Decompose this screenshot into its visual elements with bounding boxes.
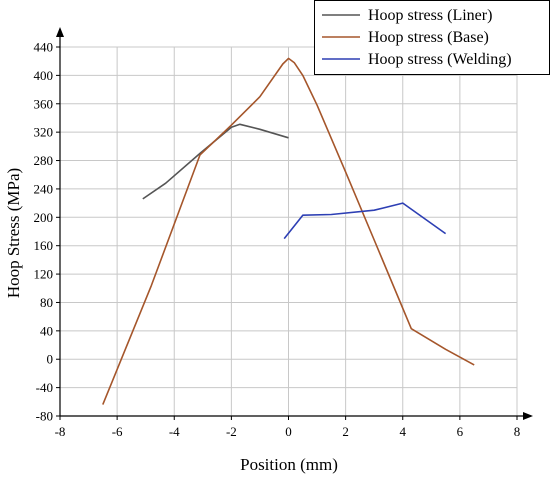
legend: Hoop stress (Liner) Hoop stress (Base) Hoo… <box>314 0 550 75</box>
y-axis-title: Hoop Stress (MPa) <box>4 168 23 298</box>
legend-label: Hoop stress (Liner) <box>368 7 492 24</box>
grid-lines <box>60 46 518 416</box>
x-tick-label: -6 <box>112 424 123 439</box>
x-axis-title: Position (mm) <box>240 455 338 474</box>
y-tick-label: 200 <box>34 210 54 225</box>
x-tick-label: -4 <box>169 424 180 439</box>
data-series <box>102 57 475 405</box>
series-line <box>102 57 475 405</box>
y-tick-label: 40 <box>40 323 53 338</box>
y-tick-label: -80 <box>36 409 53 424</box>
x-tick-label: 8 <box>514 424 521 439</box>
y-tick-labels: -80 -40 0 40 80 120 160 200 240 280 320 360 400 440 <box>34 40 54 424</box>
x-tick-label: 6 <box>457 424 464 439</box>
x-tick-label: 2 <box>342 424 349 439</box>
y-tick-label: 360 <box>34 96 54 111</box>
y-tick-label: 280 <box>34 153 54 168</box>
axes <box>56 27 533 420</box>
y-axis-arrow <box>56 27 64 37</box>
y-tick-label: 320 <box>34 125 54 140</box>
series-line <box>142 123 289 200</box>
y-tick-label: 440 <box>34 40 54 55</box>
y-tick-label: 80 <box>40 295 53 310</box>
x-tick-label: -8 <box>55 424 66 439</box>
y-tick-label: 0 <box>47 352 54 367</box>
x-tick-label: 0 <box>285 424 292 439</box>
x-axis-arrow <box>523 412 533 420</box>
y-tick-label: 160 <box>34 238 54 253</box>
y-tick-label: -40 <box>36 380 53 395</box>
legend-label: Hoop stress (Base) <box>368 29 489 46</box>
y-tick-label: 120 <box>34 267 54 282</box>
legend-label: Hoop stress (Welding) <box>368 51 512 68</box>
series-line <box>283 202 447 240</box>
x-tick-labels: -8 -6 -4 -2 0 2 4 6 8 <box>55 424 521 439</box>
x-tick-label: 4 <box>400 424 407 439</box>
y-tick-label: 240 <box>34 181 54 196</box>
x-tick-label: -2 <box>226 424 237 439</box>
y-tick-label: 400 <box>34 68 54 83</box>
